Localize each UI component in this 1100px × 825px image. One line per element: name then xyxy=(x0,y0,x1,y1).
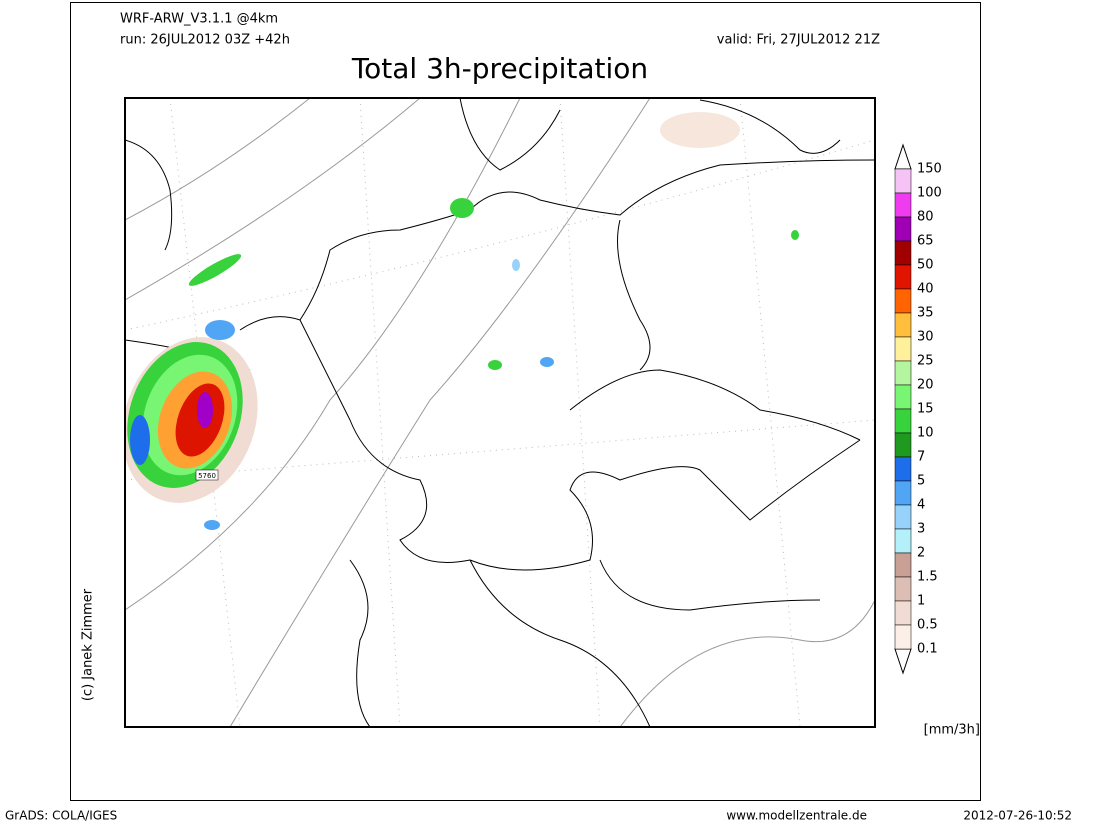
country-border xyxy=(299,219,861,727)
colorbar-swatch xyxy=(894,456,912,482)
colorbar-swatch xyxy=(894,576,912,602)
copyright: (c) Janek Zimmer xyxy=(81,588,96,701)
colorbar-label: 0.5 xyxy=(917,618,938,633)
colorbar-swatch xyxy=(894,552,912,578)
colorbar-swatch xyxy=(894,288,912,314)
colorbar-label: 5 xyxy=(917,474,925,489)
colorbar-swatch xyxy=(894,384,912,410)
colorbar-label: 10 xyxy=(917,426,934,441)
website-label: www.modellzentrale.de xyxy=(726,809,867,823)
model-label: WRF-ARW_V3.1.1 @4km xyxy=(120,12,278,27)
colorbar-label: 50 xyxy=(917,258,934,273)
colorbar-swatch xyxy=(894,432,912,458)
colorbar: 150 100 80 65 50 40 35 30 25 20 15 10 7 5 4 3 2 1.5 1 0.5 0.… xyxy=(894,143,942,675)
precipitation xyxy=(125,112,799,530)
timestamp: 2012-07-26-10:52 xyxy=(963,809,1072,823)
colorbar-label: 65 xyxy=(917,234,934,249)
colorbar-label: 0.1 xyxy=(917,642,938,657)
contour-label-box xyxy=(195,469,219,481)
colorbar-label: 30 xyxy=(917,330,934,345)
colorbar-label: 4 xyxy=(917,498,925,513)
colorbar-swatch xyxy=(894,504,912,530)
colorbar-label: 7 xyxy=(917,450,925,465)
colorbar-label: 150 xyxy=(917,162,942,177)
software-label: GrADS: COLA/IGES xyxy=(5,809,117,823)
colorbar-label: 20 xyxy=(917,378,934,393)
colorbar-label: 1.5 xyxy=(917,570,938,585)
colorbar-swatch xyxy=(894,624,912,650)
colorbar-swatch xyxy=(894,192,912,218)
coastline xyxy=(125,98,875,371)
colorbar-swatch xyxy=(894,264,912,290)
colorbar-label: 1 xyxy=(917,594,925,609)
contour-line xyxy=(125,98,875,727)
colorbar-swatch xyxy=(894,600,912,626)
colorbar-swatch xyxy=(894,312,912,338)
colorbar-swatch xyxy=(894,528,912,554)
colorbar-swatch xyxy=(894,336,912,362)
run-label: run: 26JUL2012 03Z +42h xyxy=(120,33,290,48)
colorbar-label: 15 xyxy=(917,402,934,417)
colorbar-label: 80 xyxy=(917,210,934,225)
colorbar-label: 100 xyxy=(917,186,942,201)
map: 5760 xyxy=(124,97,876,728)
colorbar-swatch xyxy=(894,480,912,506)
colorbar-label: 2 xyxy=(917,546,925,561)
colorbar-swatch xyxy=(894,240,912,266)
contour-label: 5760 xyxy=(198,472,216,480)
colorbar-label: 3 xyxy=(917,522,925,537)
map-title: Total 3h-precipitation xyxy=(351,52,648,85)
colorbar-label: 25 xyxy=(917,354,934,369)
colorbar-swatch xyxy=(894,360,912,386)
colorbar-label: 35 xyxy=(917,306,934,321)
map-frame xyxy=(124,97,876,728)
colorbar-swatch xyxy=(894,408,912,434)
colorbar-swatch xyxy=(894,168,912,194)
unit-label: [mm/3h] xyxy=(924,723,980,738)
colorbar-label: 40 xyxy=(917,282,934,297)
valid-label: valid: Fri, 27JUL2012 21Z xyxy=(717,33,880,48)
colorbar-swatch xyxy=(894,216,912,242)
